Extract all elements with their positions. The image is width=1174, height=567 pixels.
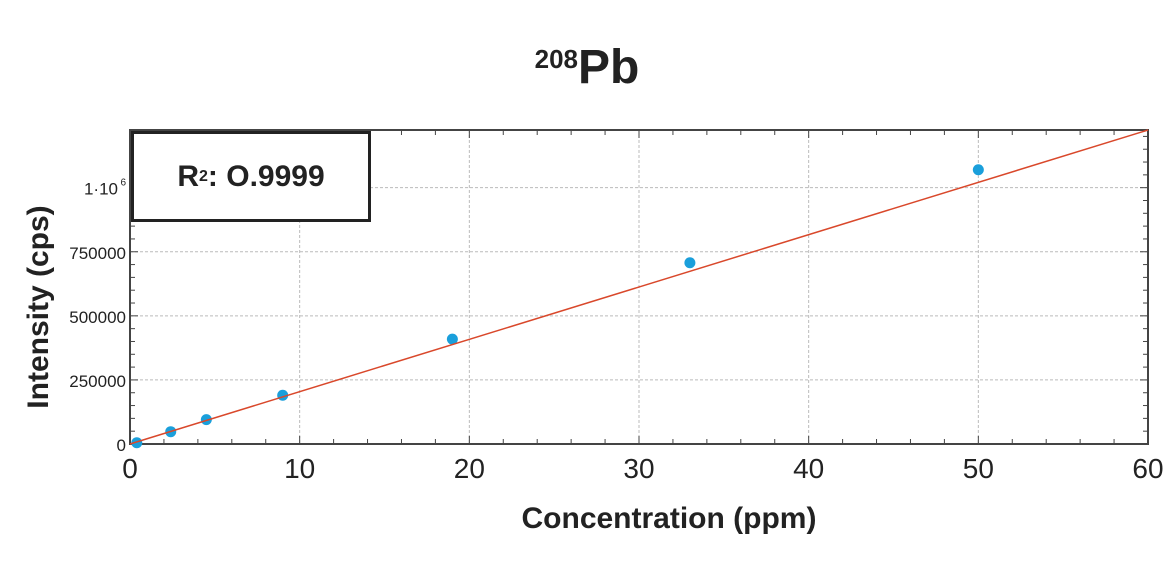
y-tick-label: 250000: [69, 372, 126, 391]
data-point: [200, 414, 212, 426]
y-tick-label: 1·10: [84, 180, 118, 199]
chart-title: 208Pb: [0, 40, 1174, 95]
y-tick-label: 0: [117, 436, 126, 455]
data-point: [684, 257, 696, 269]
data-point: [972, 164, 984, 176]
x-tick-label: 30: [623, 453, 654, 484]
x-tick-label: 20: [454, 453, 485, 484]
r-label: R: [177, 159, 200, 193]
x-tick-label: 60: [1132, 453, 1163, 484]
x-tick-label: 10: [284, 453, 315, 484]
y-tick-exponent: 6: [120, 178, 126, 189]
x-tick-label: 0: [122, 453, 138, 484]
r-value: : O.9999: [207, 159, 325, 193]
data-point: [446, 333, 458, 345]
y-axis-label: Intensity (cps): [22, 205, 55, 408]
x-tick-label: 40: [793, 453, 824, 484]
title-element: Pb: [578, 41, 640, 94]
fit-line: [129, 129, 1149, 445]
r-sup: 2: [199, 167, 208, 185]
y-tick-label: 500000: [69, 308, 126, 327]
x-axis-label: Concentration (ppm): [522, 502, 817, 535]
x-tick-label: 50: [963, 453, 994, 484]
title-isotope: 208: [534, 44, 579, 74]
y-tick-label: 750000: [69, 244, 126, 263]
data-point: [131, 437, 143, 449]
